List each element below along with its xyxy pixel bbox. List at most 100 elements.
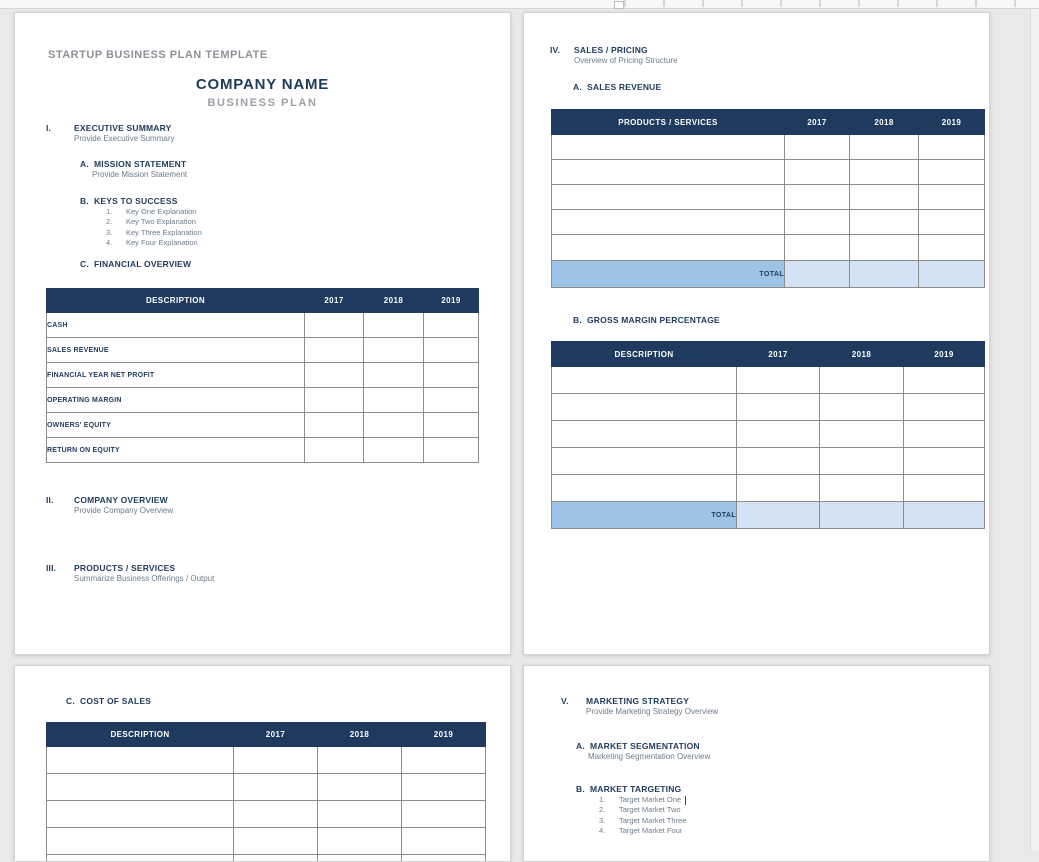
table-cell[interactable] <box>424 388 479 413</box>
table-cell[interactable] <box>737 448 820 475</box>
table-cell[interactable] <box>552 210 785 235</box>
total-value-cell[interactable] <box>850 261 919 288</box>
table-cell[interactable] <box>737 421 820 448</box>
table-cell[interactable] <box>234 828 318 855</box>
table-cell[interactable] <box>424 438 479 463</box>
table-cell[interactable] <box>318 828 402 855</box>
section-title-products-services: PRODUCTS / SERVICES <box>74 563 175 573</box>
table-cell[interactable] <box>234 801 318 828</box>
table-cell[interactable] <box>552 421 737 448</box>
table-cell[interactable] <box>552 394 737 421</box>
table-row <box>47 855 486 862</box>
table-cell[interactable] <box>785 160 850 185</box>
table-cell[interactable] <box>305 313 364 338</box>
table-row <box>552 235 985 261</box>
table-cell[interactable] <box>820 421 904 448</box>
table-cell[interactable] <box>424 413 479 438</box>
table-cell[interactable] <box>919 185 985 210</box>
table-cell[interactable] <box>364 438 424 463</box>
table-cell[interactable] <box>552 185 785 210</box>
table-cell[interactable] <box>552 448 737 475</box>
table-cell[interactable] <box>919 235 985 261</box>
table-cell[interactable] <box>234 855 318 862</box>
page-1[interactable]: STARTUP BUSINESS PLAN TEMPLATE COMPANY N… <box>14 12 511 655</box>
total-label-cell: TOTAL <box>552 261 785 288</box>
table-cell[interactable] <box>402 801 486 828</box>
table-cell[interactable] <box>318 855 402 862</box>
table-cell[interactable] <box>919 210 985 235</box>
table-cell[interactable] <box>402 747 486 774</box>
table-cell[interactable] <box>820 394 904 421</box>
table-cell[interactable] <box>234 747 318 774</box>
column-header: 2017 <box>785 110 850 135</box>
table-cell[interactable] <box>904 448 985 475</box>
table-cell[interactable] <box>850 210 919 235</box>
table-cell[interactable] <box>47 774 234 801</box>
table-cell[interactable] <box>904 367 985 394</box>
table-cell[interactable] <box>364 338 424 363</box>
table-cell[interactable] <box>47 801 234 828</box>
table-cell[interactable] <box>318 801 402 828</box>
vertical-scrollbar[interactable] <box>1030 8 1039 851</box>
table-cell[interactable] <box>552 135 785 160</box>
page-4[interactable]: V. MARKETING STRATEGY Provide Marketing … <box>523 665 990 862</box>
table-cell[interactable] <box>919 160 985 185</box>
page-2[interactable]: IV. SALES / PRICING Overview of Pricing … <box>523 12 990 655</box>
table-cell[interactable] <box>904 394 985 421</box>
table-cell[interactable] <box>402 774 486 801</box>
table-cell[interactable] <box>47 855 234 862</box>
table-cell[interactable] <box>552 235 785 261</box>
total-value-cell[interactable] <box>919 261 985 288</box>
table-cell[interactable] <box>919 135 985 160</box>
table-cell[interactable] <box>47 747 234 774</box>
table-cell[interactable] <box>785 210 850 235</box>
table-cell[interactable] <box>552 160 785 185</box>
table-cell[interactable] <box>850 135 919 160</box>
table-cell[interactable] <box>234 774 318 801</box>
table-cell[interactable] <box>364 388 424 413</box>
table-cell[interactable] <box>820 448 904 475</box>
page-3[interactable]: C. COST OF SALES DESCRIPTION 2017 2018 2… <box>14 665 511 862</box>
table-cell[interactable] <box>305 413 364 438</box>
table-cell[interactable] <box>305 388 364 413</box>
table-row <box>47 747 486 774</box>
table-cell[interactable] <box>904 421 985 448</box>
table-cell[interactable] <box>552 367 737 394</box>
table-cell[interactable] <box>402 855 486 862</box>
table-cell[interactable] <box>364 313 424 338</box>
total-value-cell[interactable] <box>820 502 904 529</box>
table-cell[interactable] <box>737 367 820 394</box>
total-value-cell[interactable] <box>737 502 820 529</box>
table-cell[interactable] <box>850 235 919 261</box>
table-cell[interactable] <box>47 828 234 855</box>
table-cell[interactable] <box>850 160 919 185</box>
table-cell[interactable] <box>737 394 820 421</box>
table-cell[interactable] <box>402 828 486 855</box>
text-cursor <box>685 796 686 805</box>
total-value-cell[interactable] <box>904 502 985 529</box>
total-value-cell[interactable] <box>785 261 850 288</box>
table-cell[interactable] <box>305 438 364 463</box>
table-cell[interactable] <box>305 363 364 388</box>
column-header: DESCRIPTION <box>47 723 234 747</box>
table-cell[interactable] <box>305 338 364 363</box>
table-cell[interactable] <box>785 235 850 261</box>
table-cell[interactable] <box>820 475 904 502</box>
table-cell[interactable] <box>364 413 424 438</box>
table-cell[interactable] <box>850 185 919 210</box>
table-cell[interactable] <box>424 313 479 338</box>
table-cell[interactable] <box>904 475 985 502</box>
table-cell[interactable] <box>552 475 737 502</box>
table-cell[interactable] <box>424 363 479 388</box>
column-header: 2018 <box>318 723 402 747</box>
table-cell[interactable] <box>318 774 402 801</box>
table-cell[interactable] <box>785 185 850 210</box>
table-cell[interactable] <box>424 338 479 363</box>
table-cell[interactable] <box>364 363 424 388</box>
column-header: 2019 <box>919 110 985 135</box>
table-cell[interactable] <box>820 367 904 394</box>
list-item: 4.Key Four Explanation <box>106 238 202 248</box>
table-cell[interactable] <box>737 475 820 502</box>
table-cell[interactable] <box>785 135 850 160</box>
table-cell[interactable] <box>318 747 402 774</box>
